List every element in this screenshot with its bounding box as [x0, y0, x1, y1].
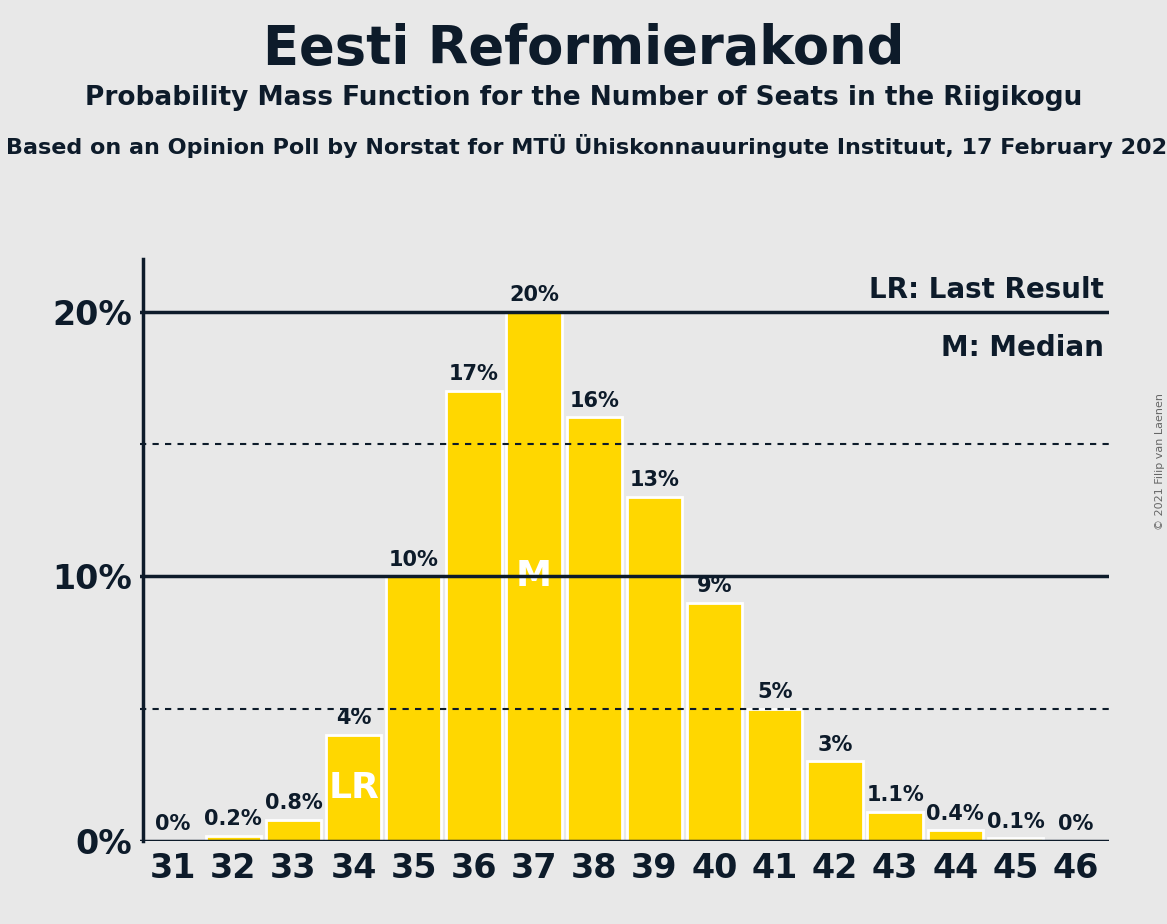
Text: 1.1%: 1.1% — [866, 785, 924, 805]
Text: 13%: 13% — [629, 470, 679, 491]
Bar — [205, 835, 261, 841]
Text: M: M — [516, 559, 552, 593]
Text: © 2021 Filip van Laenen: © 2021 Filip van Laenen — [1154, 394, 1165, 530]
Text: 10%: 10% — [389, 550, 439, 569]
Bar — [928, 831, 983, 841]
Bar — [627, 497, 682, 841]
Bar — [808, 761, 862, 841]
Bar — [446, 391, 502, 841]
Bar — [867, 812, 923, 841]
Bar — [386, 577, 441, 841]
Bar — [567, 418, 622, 841]
Text: Eesti Reformierakond: Eesti Reformierakond — [263, 23, 904, 75]
Text: 16%: 16% — [569, 391, 620, 411]
Text: 0%: 0% — [1057, 814, 1093, 834]
Text: LR: Last Result: LR: Last Result — [869, 276, 1104, 304]
Text: 0.1%: 0.1% — [986, 811, 1044, 832]
Text: 17%: 17% — [449, 364, 498, 384]
Bar — [747, 709, 803, 841]
Text: 0.2%: 0.2% — [204, 808, 263, 829]
Bar — [266, 820, 321, 841]
Text: Based on an Opinion Poll by Norstat for MTÜ Ühiskonnauuringute Instituut, 17 Feb: Based on an Opinion Poll by Norstat for … — [6, 134, 1167, 158]
Text: 0.4%: 0.4% — [927, 804, 984, 823]
Text: Probability Mass Function for the Number of Seats in the Riigikogu: Probability Mass Function for the Number… — [85, 85, 1082, 111]
Text: 4%: 4% — [336, 709, 371, 728]
Text: 9%: 9% — [697, 576, 733, 596]
Text: LR: LR — [328, 771, 379, 805]
Text: 20%: 20% — [509, 285, 559, 305]
Text: 0%: 0% — [155, 814, 191, 834]
Text: 5%: 5% — [757, 682, 792, 702]
Text: 0.8%: 0.8% — [265, 793, 322, 813]
Bar — [987, 838, 1043, 841]
Text: 3%: 3% — [817, 735, 853, 755]
Bar — [506, 311, 561, 841]
Text: M: Median: M: Median — [941, 334, 1104, 362]
Bar — [687, 602, 742, 841]
Bar — [326, 735, 382, 841]
